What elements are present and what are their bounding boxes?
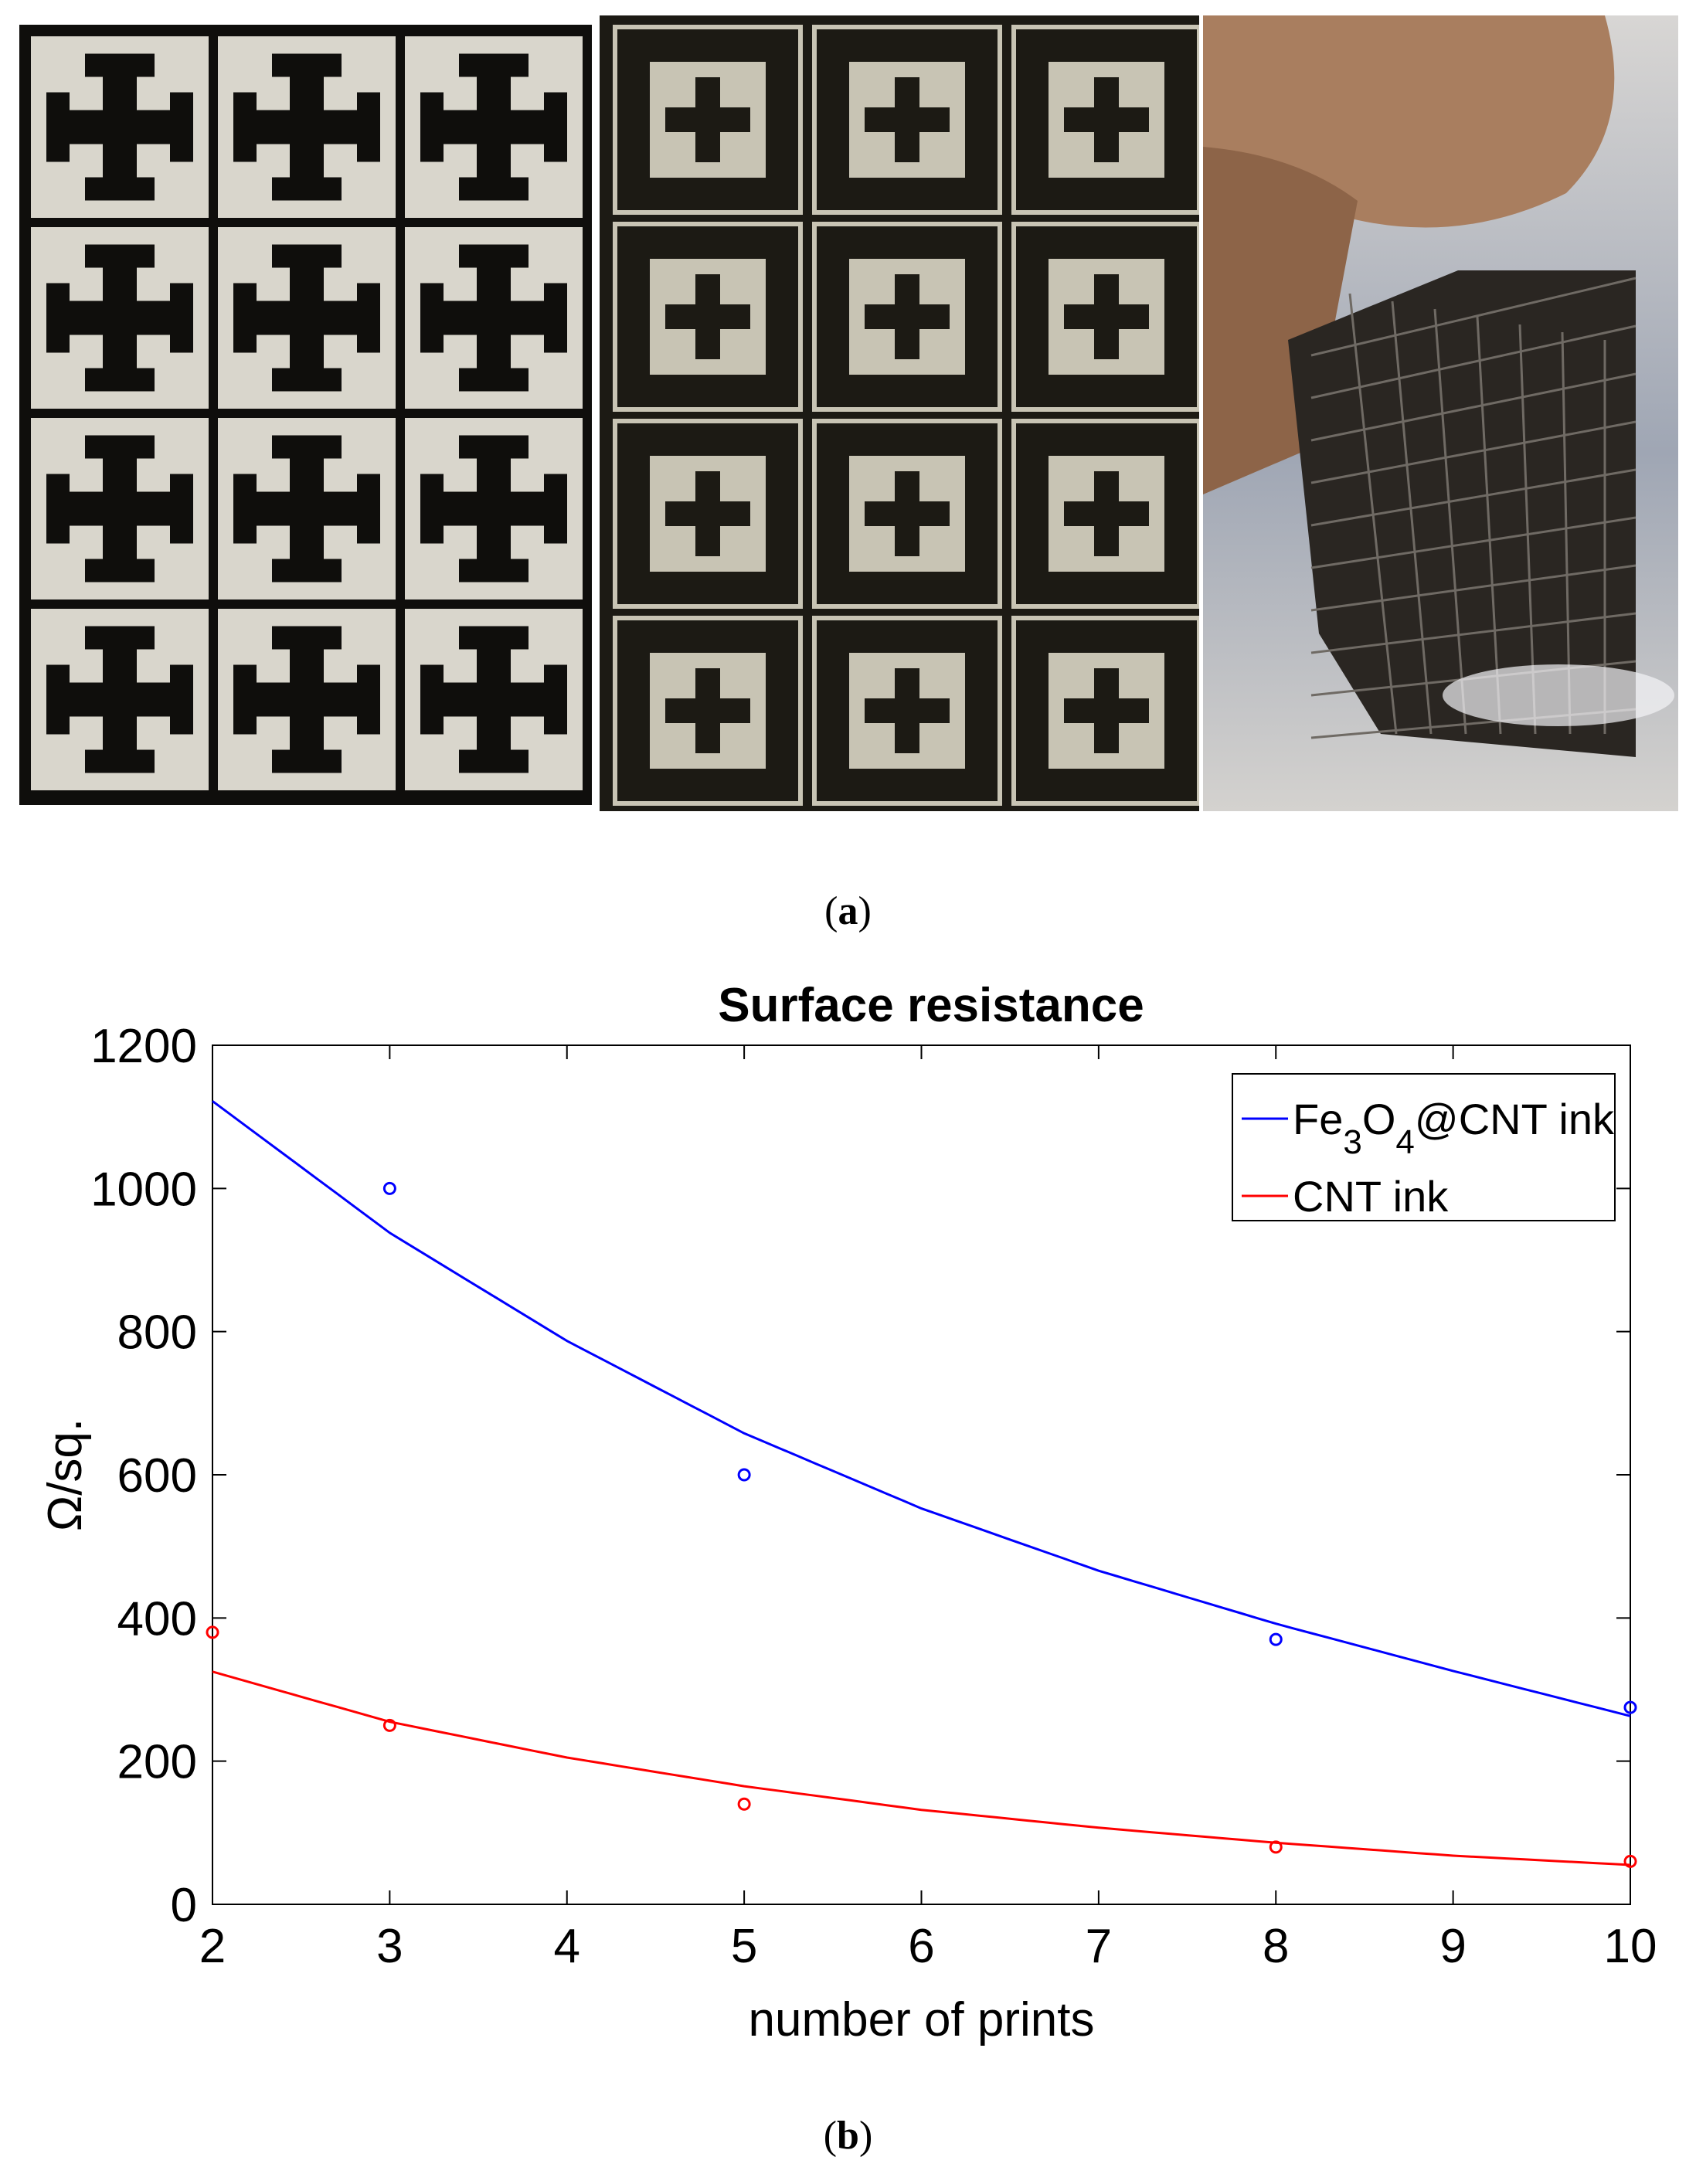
panel-a-letter: a [838, 889, 858, 933]
x-tick-label: 2 [199, 1920, 226, 1973]
cross-element [420, 435, 567, 583]
square-loop-element [613, 419, 803, 609]
square-loop-element [1011, 222, 1199, 412]
square-loop-element [812, 616, 1002, 806]
square-loop-element [812, 419, 1002, 609]
data-point [382, 1181, 396, 1195]
square-loop-element [613, 25, 803, 215]
square-loop-element [812, 25, 1002, 215]
flexible-fss-sample-in-hand-photo [1203, 15, 1678, 811]
x-axis-label: number of prints [749, 1993, 1095, 2046]
legend-label: CNT ink [1293, 1172, 1449, 1221]
data-point [737, 1468, 751, 1482]
data-point [1269, 1632, 1283, 1646]
x-tick-label: 5 [731, 1920, 757, 1973]
cross-element [46, 53, 193, 201]
x-tick-label: 9 [1439, 1920, 1466, 1973]
y-tick-label: 800 [117, 1306, 197, 1360]
y-tick-label: 600 [117, 1449, 197, 1503]
y-tick-label: 200 [117, 1736, 197, 1789]
cross-element [46, 435, 193, 583]
x-tick-label: 10 [1604, 1920, 1657, 1973]
x-tick-label: 7 [1086, 1920, 1112, 1973]
cross-element [233, 626, 380, 773]
y-axis-label: Ω/sq. [39, 1418, 92, 1531]
legend-label: Fe3O4@CNT ink [1293, 1095, 1615, 1161]
cross-element [46, 244, 193, 392]
x-tick-label: 4 [554, 1920, 580, 1973]
cross-element [420, 626, 567, 773]
y-tick-label: 1000 [90, 1163, 197, 1216]
square-loop-element [812, 222, 1002, 412]
y-tick-label: 0 [171, 1879, 197, 1932]
square-loop-element [1011, 616, 1199, 806]
cross-element [420, 244, 567, 392]
series-0 [212, 1100, 1637, 1717]
x-tick-label: 6 [908, 1920, 934, 1973]
legend: Fe3O4@CNT ink CNT ink [1232, 1073, 1616, 1221]
legend-box [1232, 1073, 1616, 1221]
fit-curve [212, 1100, 1631, 1717]
y-tick-label: 400 [117, 1592, 197, 1646]
data-point [1269, 1840, 1283, 1854]
square-loop-element [613, 222, 803, 412]
cross-element [233, 244, 380, 392]
data-point [382, 1718, 396, 1732]
x-tick-label: 3 [376, 1920, 403, 1973]
cross-element [420, 53, 567, 201]
panel-b-caption: (b) [823, 2114, 873, 2158]
cross-element [233, 53, 380, 201]
data-point [206, 1625, 219, 1639]
surface-resistance-chart: Surface resistance 2 3 4 5 6 7 8 9 10 0 200 400 600 8… [39, 979, 1657, 2046]
series-1 [206, 1625, 1637, 1868]
chart-title: Surface resistance [718, 979, 1144, 1032]
data-point [1623, 1854, 1637, 1868]
fit-curve [212, 1670, 1631, 1866]
panel-a-caption: (a) [824, 889, 872, 933]
x-tick-label: 8 [1263, 1920, 1289, 1973]
printed-fss-cross-pattern-photo [19, 25, 592, 805]
printed-fss-square-loop-photo [600, 15, 1199, 811]
data-point [1623, 1700, 1637, 1714]
data-point [737, 1797, 751, 1811]
square-loop-element [1011, 419, 1199, 609]
square-loop-element [613, 616, 803, 806]
panel-b-letter: b [837, 2114, 859, 2158]
cross-element [46, 626, 193, 773]
cross-element [233, 435, 380, 583]
y-tick-label: 1200 [90, 1020, 197, 1073]
square-loop-element [1011, 25, 1199, 215]
